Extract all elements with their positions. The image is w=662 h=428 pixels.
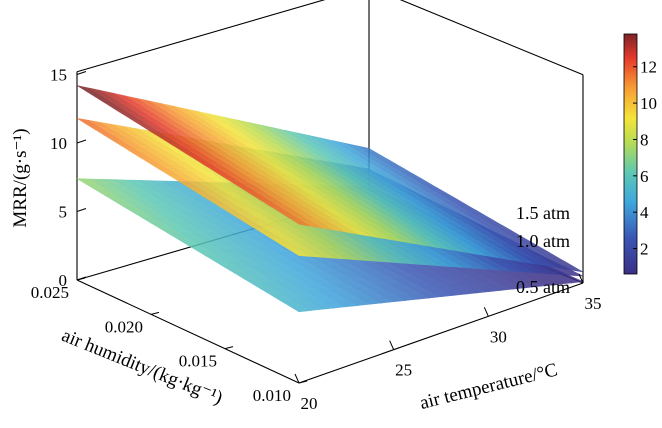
z-tick-mark	[76, 139, 87, 144]
colorbar: 2 4 6 8 10 12	[623, 33, 657, 275]
y-tick-mark	[224, 346, 234, 350]
colorbar-tick-label: 6	[640, 167, 649, 186]
colorbar-tick-label: 4	[640, 203, 649, 222]
y-tick-label: 0.010	[253, 386, 291, 405]
z-tick-label: 10	[50, 134, 67, 153]
x-tick-label: 20	[301, 394, 318, 413]
z-tick-mark	[76, 208, 87, 212]
box-edge	[76, 279, 300, 384]
x-tick-mark	[389, 340, 395, 350]
x-tick-label: 25	[395, 361, 412, 380]
plane-label: 1.5 atm	[516, 203, 570, 223]
y-tick-label: 0.020	[105, 317, 143, 336]
x-tick-mark	[578, 273, 584, 284]
plane-label: 0.5 atm	[516, 277, 570, 297]
plot-box-front-edges	[76, 279, 584, 384]
colorbar-tick-label: 10	[640, 94, 657, 113]
surface-plane	[76, 85, 584, 273]
z-axis-title: MRR/(g·s⁻¹)	[10, 128, 31, 227]
x-axis-title: air temperature/°C	[418, 359, 560, 414]
surface-cell	[562, 264, 584, 273]
plane-label: 1.0 atm	[516, 231, 570, 251]
z-tick-label: 5	[59, 203, 68, 222]
box-edge	[399, 0, 584, 76]
surface-cell	[562, 270, 584, 277]
box-edge	[76, 0, 326, 73]
y-tick-mark	[76, 277, 86, 281]
surface-cell	[561, 277, 585, 284]
y-tick-mark	[298, 380, 308, 384]
z-tick-label: 0	[59, 271, 68, 290]
y-tick-mark	[150, 311, 160, 315]
plane-labels: 1.5 atm 1.0 atm 0.5 atm	[516, 203, 570, 297]
surface-planes	[75, 85, 585, 313]
z-tick-mark	[76, 71, 87, 75]
colorbar-tick-label: 12	[640, 58, 657, 77]
z-tick-label: 15	[50, 66, 67, 85]
x-tick-mark	[483, 307, 489, 317]
colorbar-ticks: 2 4 6 8 10 12	[633, 58, 657, 259]
y-tick-label: 0.025	[31, 283, 69, 302]
colorbar-gradient	[623, 33, 638, 275]
colorbar-tick-label: 8	[640, 130, 649, 149]
box-edge	[298, 282, 584, 384]
y-tick-label: 0.015	[179, 352, 217, 371]
x-tick-mark	[294, 373, 300, 384]
x-tick-label: 30	[490, 327, 507, 346]
axis-ticks: 0 5 10 15 20 25 30 35 0.010 0.015 0.020 0.025	[31, 66, 602, 414]
x-tick-label: 35	[585, 294, 602, 313]
colorbar-tick-label: 2	[640, 240, 649, 259]
